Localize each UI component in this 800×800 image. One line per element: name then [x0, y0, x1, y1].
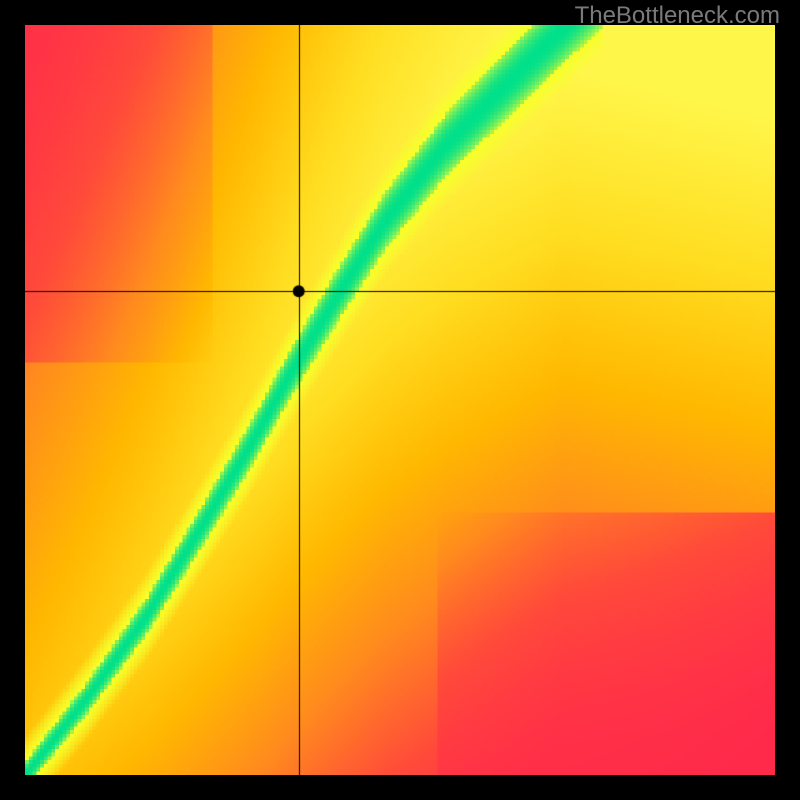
crosshair-overlay [25, 25, 775, 775]
chart-container: TheBottleneck.com [0, 0, 800, 800]
